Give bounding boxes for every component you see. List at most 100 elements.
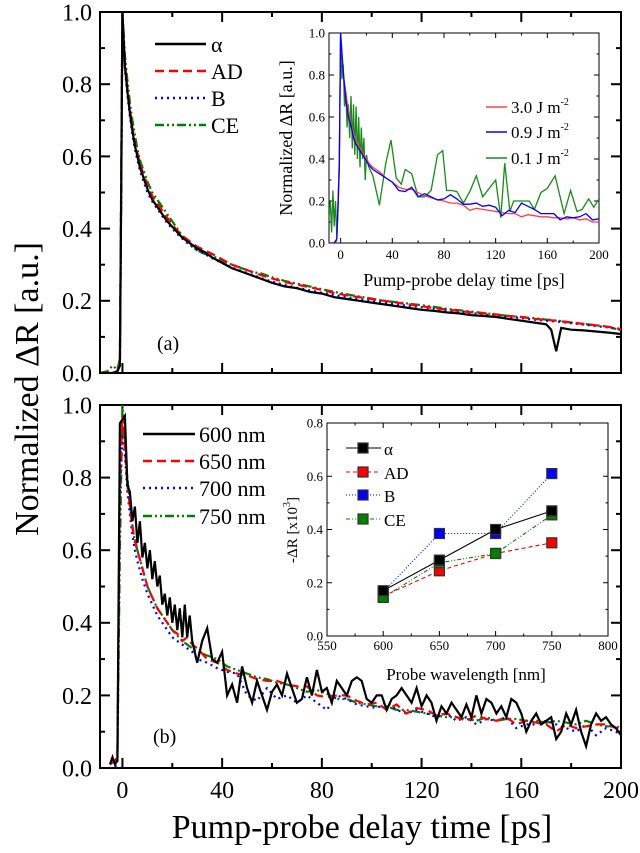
inset-y-label-main: -ΔR [x10 xyxy=(285,507,301,563)
y-tick-label: 0.2 xyxy=(307,575,323,590)
y-tick-label: 0.0 xyxy=(309,236,325,251)
y-tick-label: 0.4 xyxy=(62,217,92,243)
x-tick-label: 200 xyxy=(589,247,609,262)
legend-label: α xyxy=(211,32,223,57)
inset-legend-label: CE xyxy=(384,511,406,530)
inset-series-line xyxy=(382,510,552,592)
legend-label-main: 3.0 J m xyxy=(511,98,561,117)
y-tick-label: 0.4 xyxy=(307,522,324,537)
inset-series-line xyxy=(329,33,599,243)
inset-legend-label: B xyxy=(384,487,395,506)
inset-y-axis-label: -ΔR [x103] xyxy=(282,497,301,563)
inset-legend-label: AD xyxy=(384,464,409,483)
series-line-ce xyxy=(100,12,621,373)
series-line xyxy=(100,12,621,373)
data-point-marker xyxy=(433,554,445,566)
y-tick-label: 1.0 xyxy=(62,393,92,419)
series-line xyxy=(109,405,621,766)
x-tick-label: 0 xyxy=(337,247,344,262)
inset-x-axis-label: Probe wavelength [nm] xyxy=(386,665,546,684)
inset-legend-marker xyxy=(357,513,369,525)
y-tick-label: 0.4 xyxy=(62,611,92,637)
inset-y-label-sup: 3 xyxy=(282,502,293,507)
inset-legend-label: 3.0 J m-2 xyxy=(511,97,569,117)
x-tick-label: 40 xyxy=(210,778,234,804)
y-tick-label: 0.4 xyxy=(309,152,326,167)
main-y-axis-label: Normalized ΔR [a.u.] xyxy=(9,242,46,536)
legend-label-sup: -2 xyxy=(561,122,569,133)
x-tick-label: 700 xyxy=(486,638,506,653)
y-tick-label: 0.6 xyxy=(62,539,92,565)
x-tick-label: 0 xyxy=(116,778,128,804)
inset-legend-marker xyxy=(357,442,369,454)
x-tick-label: 80 xyxy=(310,778,334,804)
data-point-marker xyxy=(490,547,502,560)
data-point-marker xyxy=(433,527,445,540)
legend-label: 650 nm xyxy=(199,449,266,474)
legend-label: 700 nm xyxy=(199,476,266,501)
inset-legend-label: 0.1 J m-2 xyxy=(511,148,569,168)
inset-y-axis-label: Normalized ΔR [a.u.] xyxy=(276,60,296,216)
legend-label-main: 0.9 J m xyxy=(511,123,561,142)
inset-series-line xyxy=(329,33,599,237)
x-tick-label: 550 xyxy=(317,638,337,653)
x-tick-label: 200 xyxy=(603,778,639,804)
x-tick-label: 80 xyxy=(437,247,450,262)
x-tick-label: 160 xyxy=(538,247,558,262)
legend-label: 600 nm xyxy=(199,422,266,447)
series-line xyxy=(108,412,621,767)
legend-label: 750 nm xyxy=(199,504,266,529)
legend-label-main: 0.1 J m xyxy=(511,149,561,168)
y-tick-label: 0.8 xyxy=(62,73,92,99)
legend-label: CE xyxy=(211,113,239,138)
x-tick-label: 800 xyxy=(598,638,618,653)
y-tick-label: 0.0 xyxy=(62,756,92,782)
y-tick-label: 0.8 xyxy=(62,466,92,492)
x-tick-label: 650 xyxy=(430,638,450,653)
inset-series-line xyxy=(382,542,552,597)
x-tick-label: 600 xyxy=(373,638,393,653)
y-tick-label: 1.0 xyxy=(62,0,92,26)
panel-label: (b) xyxy=(153,726,176,748)
inset-series-line xyxy=(382,514,553,598)
y-tick-label: 0.0 xyxy=(307,629,323,644)
x-tick-label: 120 xyxy=(404,778,440,804)
inset-legend-label: 0.9 J m-2 xyxy=(511,122,569,142)
y-tick-label: 0.2 xyxy=(62,289,92,315)
y-tick-label: 0.2 xyxy=(62,684,92,710)
legend-label: B xyxy=(211,86,226,111)
data-point-marker xyxy=(546,537,558,549)
data-point-marker xyxy=(377,585,389,597)
legend-label-sup: -2 xyxy=(561,97,569,108)
inset-x-axis-label: Pump-probe delay time [ps] xyxy=(363,270,564,290)
plot-frame xyxy=(326,422,609,637)
legend-label-sup: -2 xyxy=(561,148,569,159)
inset-b: 550 600 650 700 750 800 0.0 0.2 0.4 0.6 0.8 α AD B CE P… xyxy=(282,416,618,684)
x-tick-label: 750 xyxy=(542,638,562,653)
inset-legend-marker xyxy=(357,489,369,501)
y-tick-label: 0.6 xyxy=(62,145,92,171)
inset-legend-label: α xyxy=(384,440,393,459)
y-tick-label: 0.6 xyxy=(307,469,324,484)
legend-label: AD xyxy=(211,59,243,84)
inset-legend-marker xyxy=(357,466,369,478)
panel-label: (a) xyxy=(157,333,179,355)
plot-frame xyxy=(328,32,600,244)
y-tick-label: 0.2 xyxy=(309,194,325,209)
x-tick-label: 120 xyxy=(486,247,506,262)
y-tick-label: 0.8 xyxy=(309,68,325,83)
y-tick-label: 0.0 xyxy=(62,361,92,387)
data-point-marker xyxy=(490,523,502,536)
data-point-marker xyxy=(546,505,558,517)
y-tick-label: 0.8 xyxy=(307,416,323,431)
main-y-axis-label-group: Normalized ΔR [a.u.] xyxy=(9,242,46,536)
inset-y-label-end: ] xyxy=(285,497,301,502)
x-tick-label: 40 xyxy=(386,247,399,262)
y-tick-label: 0.6 xyxy=(309,110,326,125)
x-tick-label: 160 xyxy=(503,778,539,804)
main-x-axis-label: Pump-probe delay time [ps] xyxy=(172,809,553,846)
y-tick-label: 1.0 xyxy=(309,26,325,41)
data-point-marker xyxy=(546,467,558,480)
